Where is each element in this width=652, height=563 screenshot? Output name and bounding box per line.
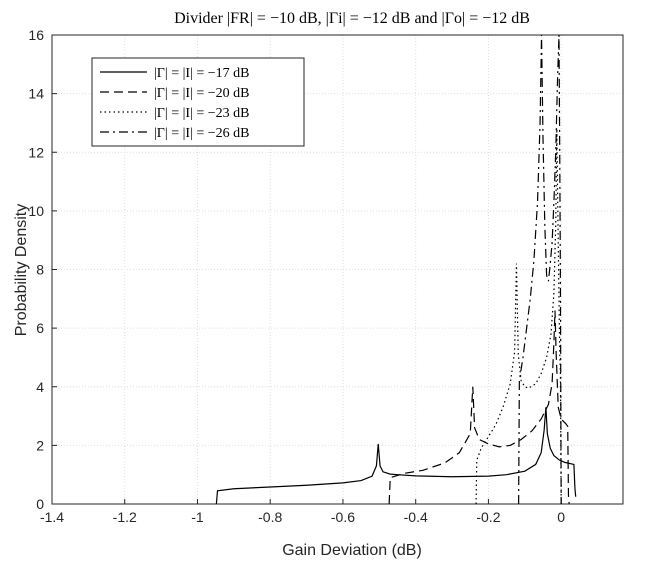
legend: |Γ| = |I| = −17 dB |Γ| = |I| = −20 dB |Γ| … [91,57,305,147]
x-tick-label: -0.4 [404,509,428,525]
ticks: -1.4 -1.2 -1 -0.8 -0.6 -0.4 -0.2 0 0 2 4 6 8 10 12 14 16 [28,27,565,525]
y-tick-label: 16 [28,27,44,43]
series-line-2 [388,310,570,504]
series-line-4 [518,35,562,504]
x-tick-label: -1.4 [40,509,64,525]
y-tick-label: 2 [36,437,44,453]
y-tick-label: 4 [36,379,44,395]
chart-title: Divider |FR| = −10 dB, |Γi| = −12 dB and… [174,10,530,27]
series-line-1 [215,407,577,504]
legend-label: |Γ| = |I| = −17 dB [154,66,250,81]
y-tick-label: 6 [36,320,44,336]
y-tick-label: 10 [28,203,44,219]
x-tick-label: -0.6 [331,509,355,525]
y-axis-label: Probability Density [13,204,30,337]
x-axis-label: Gain Deviation (dB) [282,542,422,559]
legend-box [91,57,305,147]
series-group [215,35,577,504]
y-tick-label: 12 [28,144,44,160]
x-tick-label: -0.8 [258,509,282,525]
x-tick-label: 0 [557,509,565,525]
y-tick-label: 0 [36,496,44,512]
legend-label: |Γ| = |I| = −23 dB [154,106,250,121]
x-tick-label: -1 [191,509,204,525]
y-tick-label: 8 [36,262,44,278]
x-tick-label: -1.2 [113,509,137,525]
x-tick-label: -0.2 [476,509,500,525]
legend-label: |Γ| = |I| = −26 dB [154,126,250,141]
y-tick-label: 14 [28,86,44,102]
legend-label: |Γ| = |I| = −20 dB [154,86,250,101]
